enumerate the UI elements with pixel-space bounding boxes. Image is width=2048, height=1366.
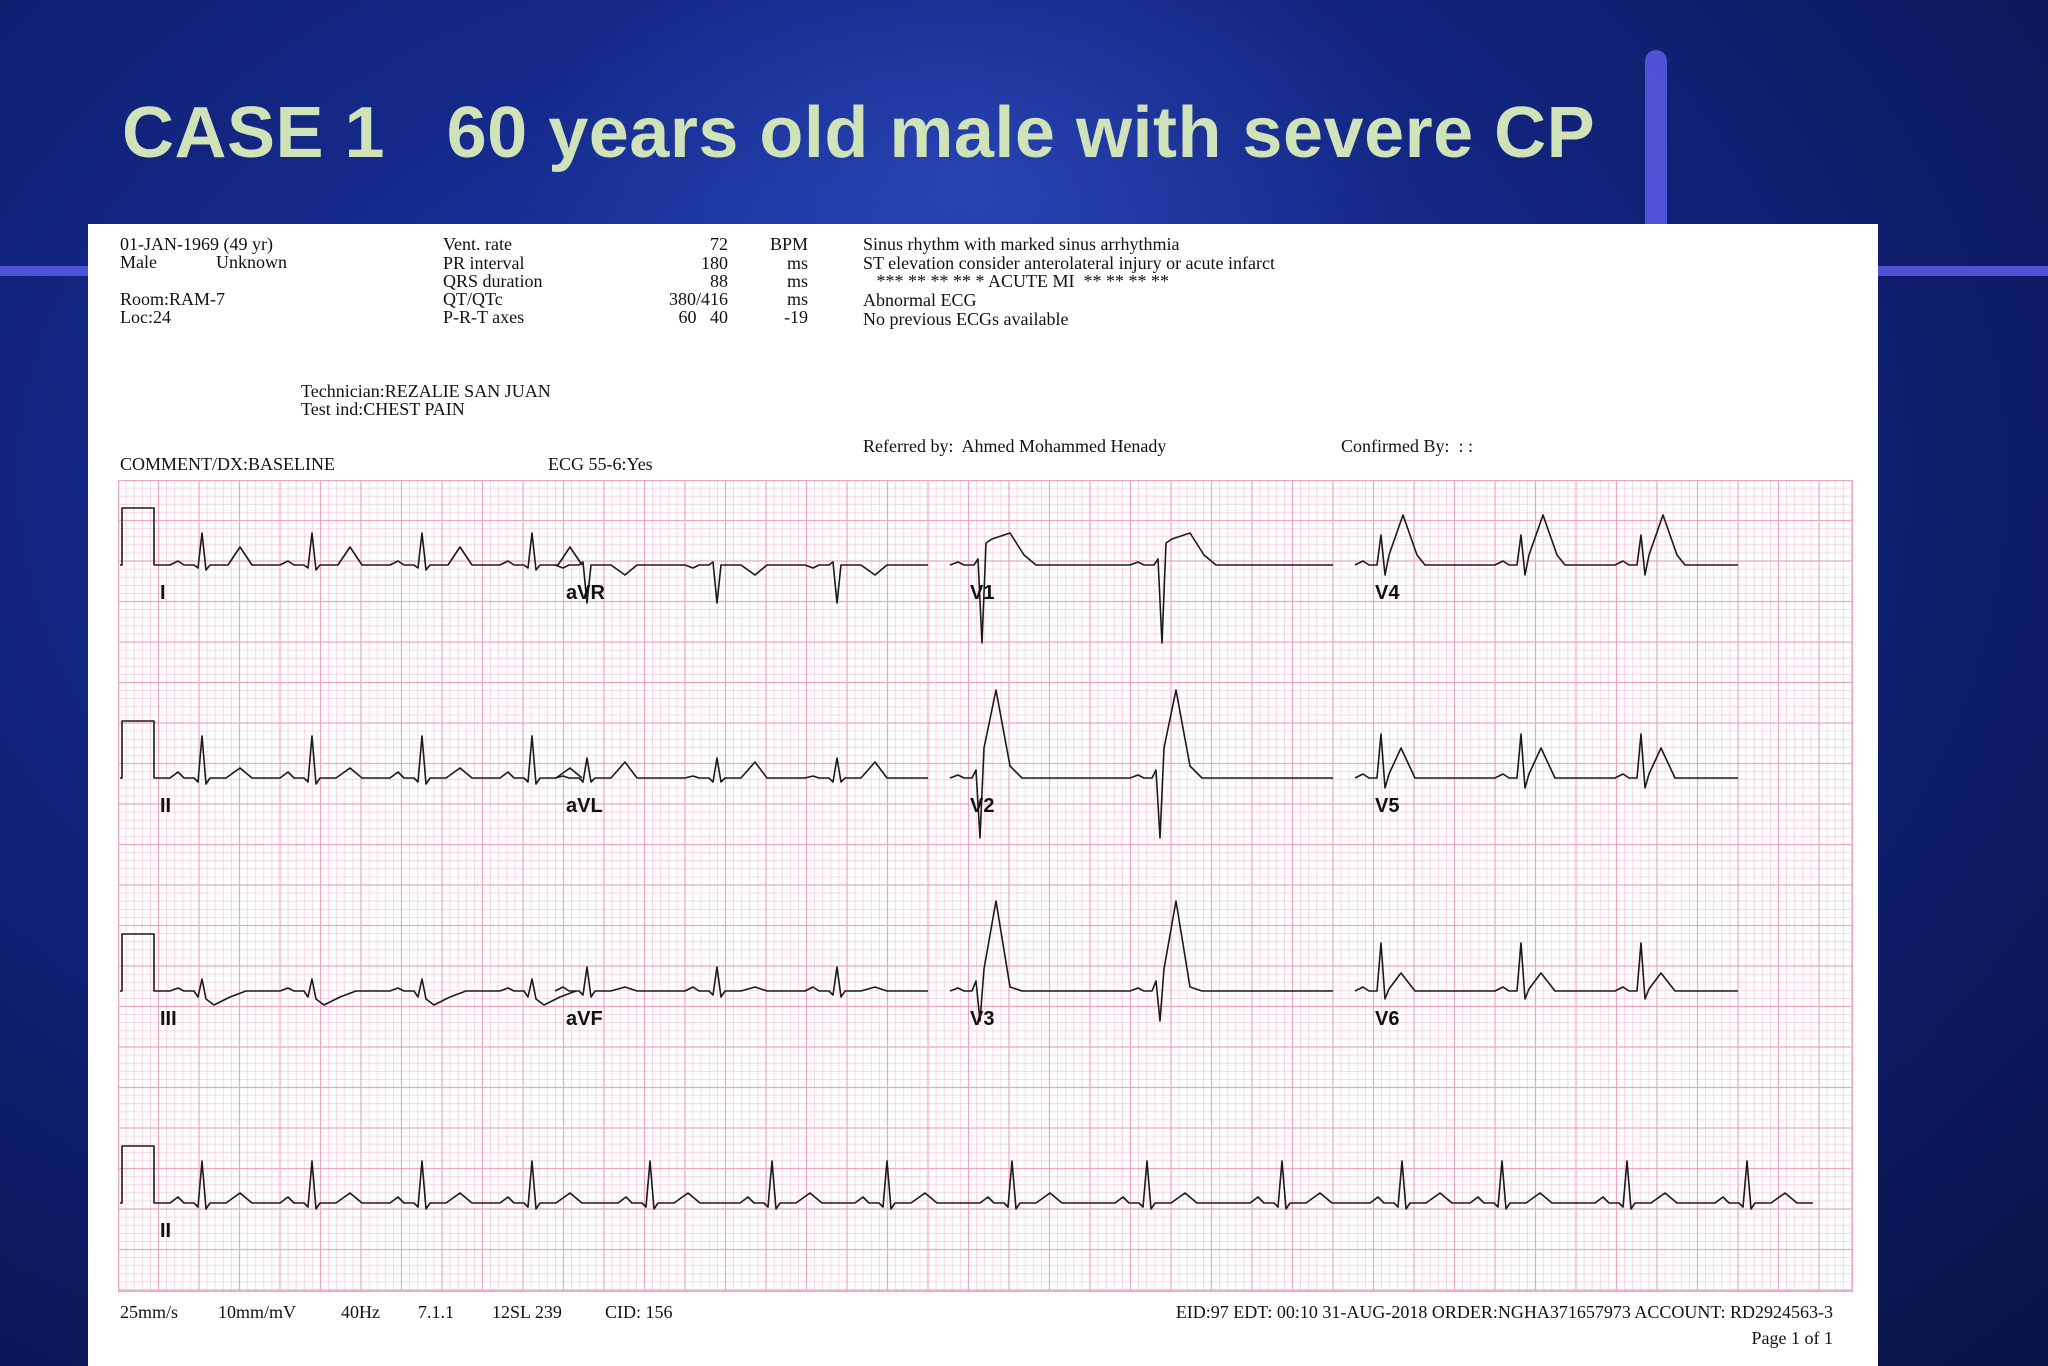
measurement-value: 72 xyxy=(710,234,728,254)
ecg-trace-II xyxy=(120,720,583,785)
version: 7.1.1 xyxy=(418,1302,454,1322)
lead-label-V6: V6 xyxy=(1375,1008,1400,1030)
patient-loc: Loc:24 xyxy=(120,307,171,327)
patient-race: Unknown xyxy=(216,252,287,272)
slide-title: CASE 1 60 years old male with severe CP xyxy=(122,93,1596,173)
ecg-trace-V3 xyxy=(949,900,1333,1022)
ecg-report-sheet: 01-JAN-1969 (49 yr) Male Unknown Room:RA… xyxy=(88,224,1878,1366)
lead-label-V1: V1 xyxy=(970,582,995,604)
lead-label-II-rhythm: II xyxy=(160,1220,172,1242)
ecg-trace-aVR xyxy=(554,561,928,604)
ecg-trace-V4 xyxy=(1354,514,1738,576)
measurement-unit: BPM xyxy=(769,234,808,254)
filter: 40Hz xyxy=(341,1302,380,1322)
ecg-trace-III xyxy=(120,933,577,1006)
cid: CID: 156 xyxy=(605,1302,673,1322)
measurement-value: 380/416 xyxy=(668,289,728,309)
ecg-trace-aVL xyxy=(554,757,928,783)
measurement-unit: ms xyxy=(786,253,808,273)
device: 12SL 239 xyxy=(492,1302,562,1322)
ecg-trace-V1 xyxy=(949,532,1333,644)
interpretation-line: ST elevation consider anterolateral inju… xyxy=(863,253,1275,273)
paper-speed: 25mm/s xyxy=(120,1302,179,1322)
confirmed-by: Confirmed By: : : xyxy=(1341,436,1473,456)
ecg-code: ECG 55-6:Yes xyxy=(548,454,653,474)
measurement-label: Vent. rate xyxy=(443,234,512,254)
interpretation-line: No previous ECGs available xyxy=(863,309,1069,329)
measurement-value: 60 40 xyxy=(678,307,729,327)
ecg-trace-aVF xyxy=(554,966,928,998)
grid-border xyxy=(118,480,1853,1292)
measurement-value: 88 xyxy=(710,271,728,291)
test-indication: Test ind:CHEST PAIN xyxy=(301,399,465,419)
lead-label-II: II xyxy=(160,795,172,817)
comment-dx: COMMENT/DX:BASELINE xyxy=(120,454,335,474)
lead-label-V3: V3 xyxy=(970,1008,995,1030)
measurement-label: QT/QTc xyxy=(443,289,503,309)
patient-dob: 01-JAN-1969 (49 yr) xyxy=(120,234,273,254)
measurement-unit: ms xyxy=(786,271,808,291)
measurement-value: 180 xyxy=(701,253,728,273)
referred-by: Referred by: Ahmed Mohammed Henady xyxy=(863,436,1167,456)
grid-minor-lines xyxy=(118,480,1853,1292)
technician: Technician:REZALIE SAN JUAN xyxy=(301,381,551,401)
measurement-label: PR interval xyxy=(443,253,525,273)
measurement-unit: ms xyxy=(786,289,808,309)
patient-sex: Male xyxy=(120,252,157,272)
lead-label-aVR: aVR xyxy=(566,582,605,604)
lead-label-V4: V4 xyxy=(1375,582,1400,604)
ecg-tracing xyxy=(118,480,1853,1292)
interpretation-line: *** ** ** ** * ACUTE MI ** ** ** ** xyxy=(863,271,1170,291)
lead-label-V5: V5 xyxy=(1375,795,1400,817)
order-info: EID:97 EDT: 00:10 31-AUG-2018 ORDER:NGHA… xyxy=(1175,1302,1833,1322)
interpretation-line: Abnormal ECG xyxy=(863,290,977,310)
measurement-label: P-R-T axes xyxy=(443,307,525,327)
measurement-label: QRS duration xyxy=(443,271,543,291)
page-number: Page 1 of 1 xyxy=(1751,1328,1833,1348)
lead-label-III: III xyxy=(160,1008,177,1030)
ecg-trace-V5 xyxy=(1354,733,1738,789)
lead-label-aVL: aVL xyxy=(566,795,603,817)
ecg-grid: I aVR V1 V4 II aVL V2 V5 III aVF V3 V6 I… xyxy=(118,480,1853,1292)
lead-label-V2: V2 xyxy=(970,795,995,817)
gain: 10mm/mV xyxy=(218,1302,297,1322)
patient-room: Room:RAM-7 xyxy=(120,289,226,309)
ecg-trace-V2 xyxy=(949,689,1333,839)
background-heartbeat-spike xyxy=(1645,50,1667,266)
lead-label-I: I xyxy=(160,582,166,604)
lead-label-aVF: aVF xyxy=(566,1008,603,1030)
interpretation-line: Sinus rhythm with marked sinus arrhythmi… xyxy=(863,234,1180,254)
grid-major-lines xyxy=(118,480,1853,1292)
ecg-trace-V6 xyxy=(1354,942,1738,1000)
ecg-trace-I xyxy=(120,507,583,571)
measurement-unit: -19 xyxy=(784,307,808,327)
ecg-trace-II xyxy=(120,1145,1813,1210)
